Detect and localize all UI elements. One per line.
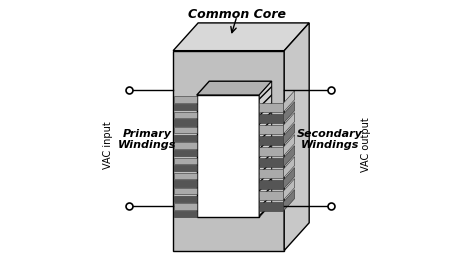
Text: VAC output: VAC output — [361, 118, 371, 172]
Polygon shape — [259, 169, 283, 178]
Text: VAC input: VAC input — [103, 121, 113, 169]
Polygon shape — [174, 97, 197, 103]
Polygon shape — [197, 95, 259, 217]
Polygon shape — [283, 190, 295, 211]
Polygon shape — [259, 158, 283, 167]
Polygon shape — [259, 103, 283, 112]
Polygon shape — [259, 81, 272, 217]
Polygon shape — [174, 203, 197, 210]
Polygon shape — [174, 196, 197, 202]
Polygon shape — [283, 102, 295, 123]
Polygon shape — [283, 124, 295, 145]
Polygon shape — [259, 136, 283, 145]
Polygon shape — [197, 81, 272, 95]
Polygon shape — [283, 157, 295, 178]
Polygon shape — [259, 180, 283, 189]
Polygon shape — [174, 104, 197, 110]
Polygon shape — [259, 191, 283, 200]
Polygon shape — [284, 23, 309, 251]
Polygon shape — [283, 91, 295, 112]
Polygon shape — [259, 147, 283, 156]
Polygon shape — [174, 158, 197, 164]
Polygon shape — [174, 181, 197, 187]
Polygon shape — [174, 150, 197, 156]
Polygon shape — [174, 188, 197, 194]
Polygon shape — [283, 168, 295, 189]
Polygon shape — [173, 51, 284, 251]
Polygon shape — [283, 135, 295, 156]
Polygon shape — [283, 113, 295, 134]
Polygon shape — [174, 142, 197, 148]
Polygon shape — [283, 179, 295, 200]
Polygon shape — [259, 125, 283, 134]
Text: Common Core: Common Core — [188, 8, 286, 21]
Polygon shape — [174, 211, 197, 217]
Polygon shape — [174, 127, 197, 133]
Polygon shape — [259, 114, 283, 123]
Polygon shape — [174, 173, 197, 179]
Polygon shape — [174, 165, 197, 171]
Polygon shape — [174, 135, 197, 141]
Polygon shape — [174, 119, 197, 126]
Polygon shape — [173, 23, 309, 51]
Polygon shape — [283, 146, 295, 167]
Polygon shape — [259, 202, 283, 211]
Text: Primary
Windings: Primary Windings — [118, 129, 176, 150]
Text: Secondary
Windings: Secondary Windings — [297, 129, 363, 150]
Polygon shape — [174, 112, 197, 118]
